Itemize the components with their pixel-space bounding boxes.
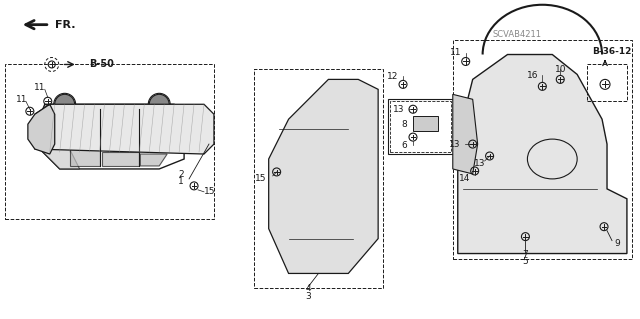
Circle shape (55, 94, 75, 114)
Polygon shape (452, 94, 477, 174)
Polygon shape (140, 154, 167, 166)
Text: 8: 8 (401, 120, 407, 129)
Bar (413, 116, 438, 131)
Text: 6: 6 (401, 141, 407, 150)
Text: 11: 11 (16, 95, 28, 104)
Polygon shape (70, 149, 99, 166)
Text: 13: 13 (449, 140, 461, 149)
Polygon shape (269, 79, 378, 273)
Polygon shape (35, 104, 214, 154)
Polygon shape (45, 106, 184, 126)
Polygon shape (28, 104, 55, 154)
Circle shape (149, 94, 169, 114)
Text: 1: 1 (178, 177, 184, 186)
Text: 16: 16 (527, 71, 538, 80)
Text: 7: 7 (522, 250, 528, 259)
Text: 5: 5 (522, 257, 528, 266)
Text: FR.: FR. (55, 20, 76, 30)
Text: B-36-12: B-36-12 (592, 47, 632, 56)
Text: 2: 2 (179, 170, 184, 179)
Text: B-50: B-50 (90, 59, 115, 70)
Text: 13: 13 (392, 105, 404, 114)
Text: 4: 4 (306, 284, 311, 293)
Text: 13: 13 (474, 160, 485, 168)
Polygon shape (458, 55, 627, 254)
Text: 9: 9 (614, 239, 620, 248)
Text: 15: 15 (204, 187, 216, 196)
Text: 12: 12 (387, 72, 399, 81)
Polygon shape (102, 152, 140, 166)
Text: 10: 10 (554, 65, 566, 74)
Text: 11: 11 (450, 48, 461, 57)
Text: 14: 14 (459, 174, 470, 183)
Text: SCVAB4211: SCVAB4211 (493, 30, 542, 39)
Text: 3: 3 (306, 292, 312, 301)
Text: 11: 11 (34, 83, 45, 92)
Text: 15: 15 (255, 174, 267, 183)
Polygon shape (40, 149, 79, 169)
